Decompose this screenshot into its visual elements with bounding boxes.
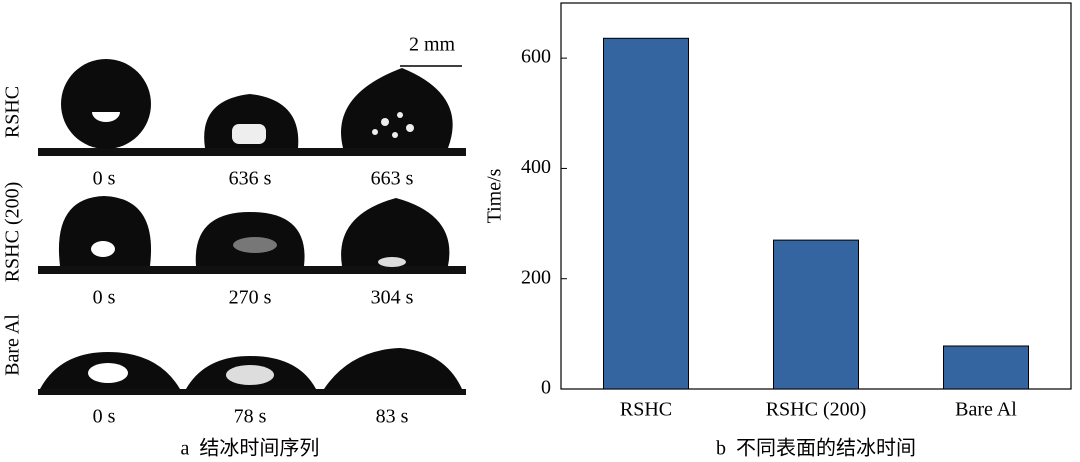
x-tick-label: RSHC [620, 399, 672, 421]
row-label: RSHC [2, 86, 24, 138]
time-label: 0 s [93, 287, 116, 309]
x-tick-label: Bare Al [955, 399, 1017, 421]
droplet-photos [38, 59, 466, 395]
x-tick-label: RSHC (200) [766, 399, 867, 421]
row-label: Bare Al [2, 314, 24, 376]
y-tick-label: 400 [521, 156, 551, 178]
row-label: RSHC (200) [2, 182, 24, 283]
y-axis-label: Time/s [484, 168, 506, 223]
y-tick-label: 200 [521, 266, 551, 288]
time-label: 83 s [376, 406, 409, 428]
time-label: 0 s [93, 168, 116, 190]
time-label: 0 s [93, 406, 116, 428]
caption: b 不同表面的结冰时间 [716, 437, 916, 460]
time-label: 663 s [371, 168, 414, 190]
y-tick-label: 600 [521, 46, 551, 68]
time-label: 78 s [234, 406, 267, 428]
time-label: 304 s [371, 287, 414, 309]
y-tick-label: 0 [541, 377, 551, 399]
caption: a 结冰时间序列 [181, 437, 320, 460]
bar [603, 37, 689, 390]
time-label: 270 s [229, 287, 272, 309]
scale-bar-label: 2 mm [409, 34, 456, 56]
bar [943, 345, 1029, 390]
time-label: 636 s [229, 168, 272, 190]
bar [773, 239, 859, 390]
